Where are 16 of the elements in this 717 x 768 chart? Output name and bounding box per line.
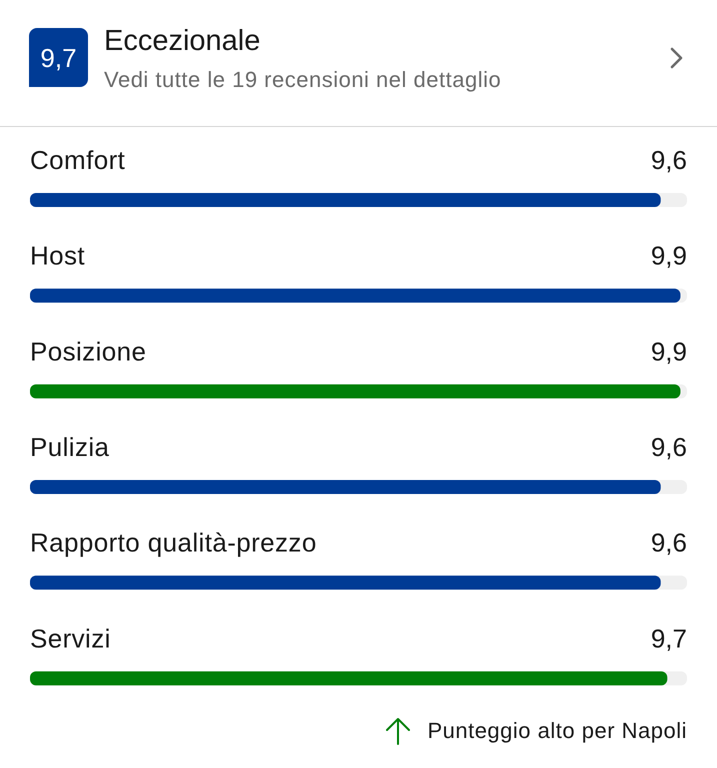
y-tick-label: Posizione [30, 336, 146, 366]
chart-subtitle: Vedi tutte le 19 recensioni nel dettaglio [104, 67, 502, 92]
y-tick-label: Servizi [30, 623, 111, 654]
y-tick-label: Host [30, 240, 86, 271]
data-label: 9,6 [650, 432, 687, 462]
annotation: Punteggio alto per Napoli [427, 717, 687, 745]
y-tick-label: Pulizia [30, 432, 110, 462]
y-tick-label: Rapporto qualità-prezzo [30, 528, 317, 558]
data-label: 9,6 [650, 528, 687, 558]
data-label: 9,9 [650, 240, 687, 271]
score-badge: 9,7 [29, 28, 88, 87]
data-label: 9,9 [650, 336, 687, 366]
chart-title: Eccezionale [104, 25, 260, 57]
data-label: 9,7 [650, 623, 687, 654]
data-label: 9,6 [650, 145, 687, 175]
y-tick-label: Comfort [30, 145, 126, 175]
